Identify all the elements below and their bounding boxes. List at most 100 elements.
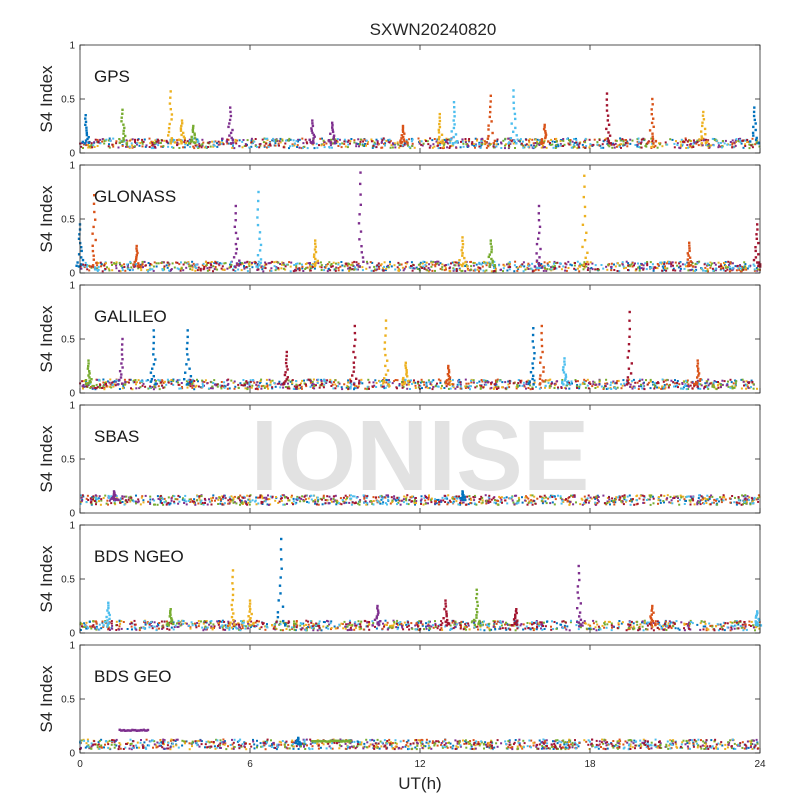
data-point: [748, 143, 751, 146]
data-point: [668, 384, 670, 387]
data-point: [356, 268, 359, 271]
data-point: [254, 261, 257, 264]
data-point: [411, 145, 414, 147]
data-point: [131, 144, 134, 147]
data-point: [154, 145, 156, 148]
data-point: [167, 381, 170, 384]
data-point: [204, 379, 207, 382]
data-point: [365, 139, 368, 142]
data-point: [517, 501, 520, 504]
data-point: [107, 503, 109, 506]
data-point: [210, 503, 213, 506]
data-point: [589, 261, 592, 264]
data-point: [744, 499, 747, 502]
data-point: [648, 498, 651, 501]
data-point: [529, 388, 532, 391]
data-point: [337, 261, 340, 264]
y-tick-label: 0.5: [61, 215, 75, 226]
data-point: [295, 386, 298, 389]
data-point: [500, 496, 503, 499]
data-point: [365, 496, 368, 499]
data-point: [136, 143, 138, 146]
data-point: [343, 265, 346, 268]
data-point: [572, 503, 575, 506]
data-point: [539, 142, 541, 144]
data-point: [288, 147, 290, 150]
data-point: [471, 143, 474, 146]
data-point: [473, 502, 476, 505]
data-point: [219, 262, 221, 265]
data-point: [256, 381, 259, 384]
data-point: [598, 628, 600, 631]
spike-point: [169, 142, 172, 145]
data-point: [362, 494, 365, 497]
data-point: [598, 379, 601, 382]
data-point: [718, 500, 720, 503]
data-point: [477, 266, 480, 269]
data-point: [546, 262, 549, 265]
data-point: [548, 261, 551, 263]
data-point: [141, 380, 144, 383]
data-point: [367, 140, 369, 143]
data-point: [115, 379, 118, 382]
data-point: [382, 385, 385, 388]
data-point: [170, 626, 173, 629]
data-point: [235, 142, 238, 145]
data-point: [388, 379, 390, 382]
data-point: [344, 494, 347, 497]
data-point: [171, 146, 173, 149]
spike-point: [697, 374, 700, 377]
spike-point: [749, 140, 752, 143]
data-point: [613, 143, 616, 146]
data-point: [550, 268, 553, 271]
spike-point: [149, 380, 152, 383]
data-point: [352, 495, 354, 498]
data-point: [616, 380, 619, 382]
data-point: [549, 143, 552, 146]
data-point: [554, 262, 557, 265]
spike-point: [312, 137, 315, 140]
data-point: [758, 145, 761, 148]
data-point: [631, 261, 634, 264]
data-point: [228, 496, 231, 499]
data-point: [550, 138, 553, 141]
data-point: [491, 264, 494, 267]
data-point: [719, 142, 722, 144]
data-point: [429, 381, 432, 384]
data-point: [242, 379, 245, 381]
spike-point: [183, 378, 186, 381]
data-point: [148, 146, 151, 148]
data-point: [222, 385, 225, 388]
data-point: [139, 142, 142, 144]
data-point: [151, 386, 154, 389]
data-point: [726, 143, 729, 146]
data-point: [575, 501, 577, 504]
data-point: [504, 147, 506, 150]
data-point: [81, 142, 83, 145]
data-point: [350, 138, 353, 140]
data-point: [716, 384, 719, 387]
data-point: [203, 266, 206, 268]
spike-point: [752, 134, 755, 137]
data-point: [157, 385, 160, 388]
data-point: [554, 384, 556, 387]
data-point: [306, 501, 309, 503]
data-point: [551, 143, 554, 146]
data-point: [409, 496, 412, 499]
spike-point: [609, 142, 612, 145]
data-point: [490, 381, 493, 384]
data-point: [609, 503, 611, 506]
data-point: [263, 496, 266, 499]
data-point: [611, 143, 613, 146]
spike-point: [230, 142, 233, 145]
data-point: [368, 266, 371, 269]
data-point: [571, 140, 574, 143]
data-point: [562, 265, 565, 268]
data-point: [662, 267, 665, 270]
spike-point: [284, 371, 287, 374]
data-point: [705, 498, 708, 501]
data-point: [525, 383, 528, 386]
data-point: [625, 500, 627, 503]
data-point: [345, 501, 348, 504]
spike-point: [537, 237, 540, 240]
